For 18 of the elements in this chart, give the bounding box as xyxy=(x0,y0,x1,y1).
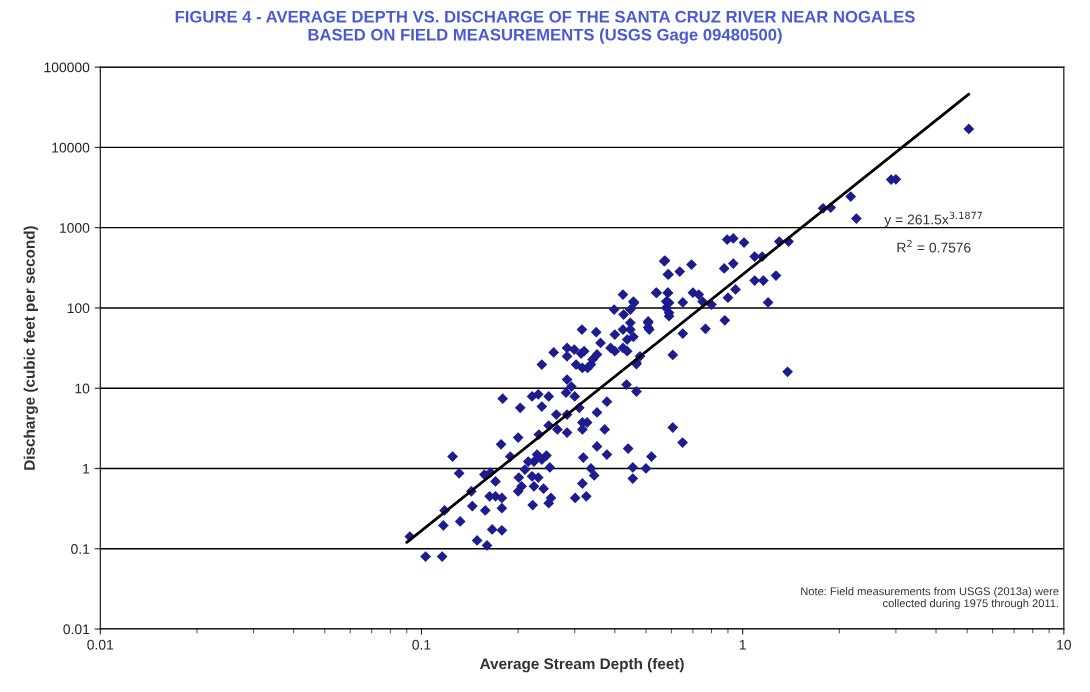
chart-title: FIGURE 4 - AVERAGE DEPTH VS. DISCHARGE OF THE SANTA CRUZ RIVER NEAR NOGALES BASED ON FIELD MEASUREMENTS (USGS Gage 09480500) xyxy=(175,10,915,44)
y-tick-label: 100 xyxy=(67,303,90,314)
y-tick-label: 0.01 xyxy=(63,624,90,635)
x-tick-label: 0.01 xyxy=(87,639,114,650)
annotation: R$^{2}$ = 0.7576 xyxy=(897,239,971,253)
x-tick-label: 1 xyxy=(739,639,746,650)
annotation: y = 261.5x$^{3.1877}$ xyxy=(884,211,982,228)
y-tick-label: 100000 xyxy=(44,62,90,73)
y-tick-label: 10 xyxy=(75,383,90,394)
x-tick-label: 10 xyxy=(1057,639,1072,650)
y-tick-label: 1000 xyxy=(60,223,90,233)
y-tick-label: 1 xyxy=(83,463,90,474)
y-tick-label: 10000 xyxy=(52,142,90,153)
x-tick-label: 0.1 xyxy=(412,639,431,650)
annotation: Note: Field measurements from USGS (2013a) were collected during 1975 through 2011. xyxy=(801,587,1059,610)
y-tick-label: 0.1 xyxy=(71,544,90,554)
x-axis-title: Average Stream Depth (feet) xyxy=(480,657,684,673)
y-axis-title: Discharge (cubic feet per second) xyxy=(23,226,38,470)
